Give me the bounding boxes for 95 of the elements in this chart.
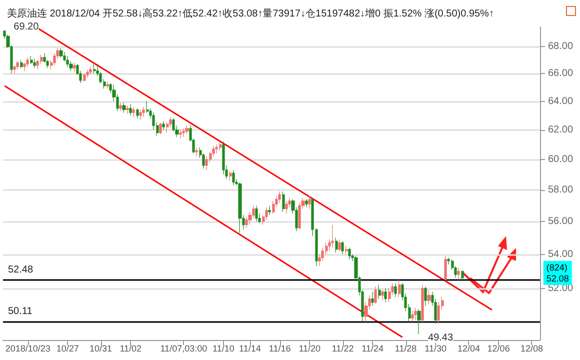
candlestick <box>129 104 132 116</box>
x-tick-label: 12/04 <box>457 344 480 354</box>
candlestick <box>13 65 16 74</box>
candlestick <box>73 62 76 72</box>
candlestick <box>414 307 417 320</box>
candlestick <box>338 239 341 252</box>
text: (824) 52.08 <box>546 262 569 284</box>
candlestick <box>232 170 235 186</box>
ref-line-label: 50.11 <box>8 306 33 318</box>
candlestick <box>427 290 431 304</box>
candlestick <box>457 267 460 280</box>
candlestick <box>136 108 139 119</box>
candlestick <box>238 182 242 234</box>
candlestick <box>139 109 142 120</box>
candlestick <box>308 196 311 210</box>
candlestick <box>444 256 447 282</box>
candlestick <box>59 48 63 58</box>
candlestick <box>461 270 464 282</box>
candlestick <box>16 61 19 70</box>
x-tick-label: 11/30 <box>424 344 447 354</box>
candlestick <box>126 105 129 114</box>
candlestick <box>219 141 222 151</box>
candlestick <box>335 237 338 253</box>
candlestick <box>30 56 33 64</box>
candlestick <box>222 141 225 175</box>
candlestick <box>159 122 162 135</box>
candlestick <box>83 73 86 82</box>
x-tick-label: 11/24 <box>362 344 384 354</box>
y-tick-label: 56.00 <box>548 216 574 228</box>
candlestick <box>229 171 232 181</box>
candlestick <box>142 106 145 118</box>
candlestick <box>20 60 23 68</box>
candlestick <box>195 147 198 157</box>
y-tick-label: 58.00 <box>548 184 574 196</box>
candlestick <box>345 246 348 255</box>
ref-line-label: 52.48 <box>8 264 34 276</box>
candlestick <box>282 191 285 212</box>
candlestick <box>106 81 109 89</box>
candlestick <box>205 156 208 170</box>
candlestick <box>305 199 308 208</box>
candlestick <box>132 106 135 118</box>
candlestick <box>26 57 29 68</box>
y-tick-label: 66.00 <box>548 68 574 80</box>
annotation: 49.43 <box>428 332 454 344</box>
candlestick <box>255 205 258 222</box>
x-tick-label: 11/20 <box>298 344 321 354</box>
candlestick <box>89 66 92 76</box>
y-tick-label: 62.00 <box>548 124 574 136</box>
candlestick <box>285 200 288 214</box>
x-tick-label: 11/10 <box>212 344 234 354</box>
candlestick <box>381 290 384 301</box>
candlestick <box>278 191 281 203</box>
x-tick-label: 11/02 <box>120 344 142 354</box>
x-tick-label: 2018/10/23 <box>5 344 50 354</box>
candlestick <box>185 125 189 135</box>
candlestick <box>86 69 89 78</box>
x-tick-label: 10/31 <box>90 344 112 354</box>
chart-title: 美原油连 2018/12/04 开52.58↓高53.22↑低52.42↑收53.08↑量73917↓仓15197482↓增0 振1.52% 涨(0.50)0.95%↑ <box>7 8 494 20</box>
candlestick <box>33 58 36 68</box>
candlestick <box>417 309 421 334</box>
x-tick-label: 11/14 <box>239 344 261 354</box>
candlestick <box>341 240 344 255</box>
x-tick-label: 10/27 <box>56 344 79 354</box>
candlestick <box>93 64 96 74</box>
y-tick-label: 54.00 <box>548 248 574 260</box>
candlestick <box>162 120 165 130</box>
candlestick <box>398 279 401 298</box>
candlestick <box>66 56 69 68</box>
x-tick-label: 12/08 <box>520 344 543 354</box>
x-tick-label: 11/22 <box>332 344 354 354</box>
candlestick <box>394 282 397 298</box>
annotation: 69.20 <box>14 21 40 32</box>
candlestick <box>179 130 182 139</box>
y-tick-label: 64.00 <box>548 96 574 107</box>
candlestick <box>374 286 377 304</box>
x-tick-label: 12/06 <box>487 344 510 354</box>
candlestick <box>411 310 414 322</box>
y-tick-label: 68.00 <box>548 41 574 52</box>
x-tick-label: 11/16 <box>268 344 291 354</box>
candlestick <box>122 102 126 113</box>
candlestick <box>348 247 351 260</box>
candlestick <box>268 205 271 216</box>
candlestick <box>331 224 334 248</box>
candlestick <box>371 291 374 306</box>
candlestick <box>119 102 122 112</box>
x-tick-label: 11/28 <box>394 344 417 354</box>
candlestick <box>424 286 427 306</box>
candlestick <box>378 284 381 300</box>
candlestick <box>215 144 218 154</box>
candlestick <box>245 216 248 228</box>
y-tick-label: 60.00 <box>548 154 574 165</box>
candlestick <box>384 288 387 303</box>
candlestick <box>421 284 424 322</box>
x-tick-label: 11/07,03:00 <box>160 344 208 354</box>
candlestick <box>182 128 185 138</box>
